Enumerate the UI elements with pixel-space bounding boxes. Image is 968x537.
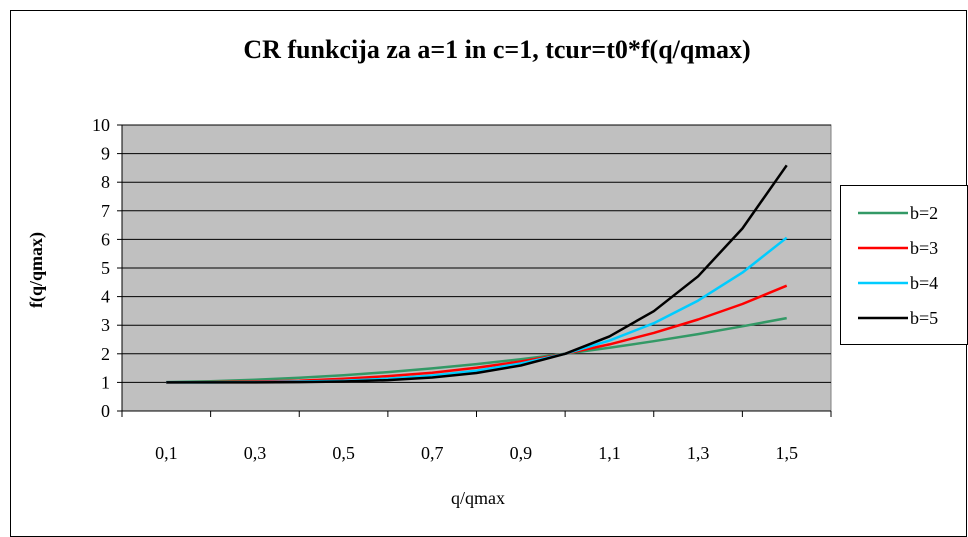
legend-label-3: b=4 <box>910 273 938 293</box>
series-line-1 <box>166 316 787 384</box>
chart-title: CR funkcija za a=1 in c=1, tcur=t0*f(q/q… <box>243 35 750 64</box>
x-tick-label: 0,5 <box>332 443 355 463</box>
y-tick-label: 6 <box>101 229 110 249</box>
y-tick-label: 8 <box>101 172 110 192</box>
x-tick-label: 1,5 <box>775 443 798 463</box>
y-tick-label: 7 <box>101 201 110 221</box>
x-tick-label: 0,7 <box>421 443 444 463</box>
y-axis-tick-labels: 0 1 2 3 4 5 6 7 8 9 10 <box>92 115 110 421</box>
y-tick-label: 2 <box>101 344 110 364</box>
legend-box <box>840 185 968 345</box>
y-tick-label: 10 <box>92 115 110 135</box>
gridlines <box>122 124 831 383</box>
x-axis-tick-labels: 0,1 0,3 0,5 0,7 0,9 1,1 1,3 1,5 <box>155 443 798 463</box>
legend-label-2: b=3 <box>910 238 938 258</box>
x-tick-label: 0,9 <box>510 443 533 463</box>
legend-label-4: b=5 <box>910 308 938 328</box>
series-lines <box>166 164 788 384</box>
y-tick-label: 4 <box>101 287 110 307</box>
axes <box>117 124 832 417</box>
legend: b=2 b=3 b=4 b=5 <box>858 203 938 328</box>
y-tick-label: 9 <box>101 144 110 164</box>
y-tick-label: 0 <box>101 401 110 421</box>
y-tick-label: 3 <box>101 315 110 335</box>
y-tick-label: 1 <box>101 372 110 392</box>
y-axis-title: f(q/qmax) <box>26 232 47 308</box>
legend-label-1: b=2 <box>910 203 938 223</box>
series-line-4 <box>166 164 788 384</box>
x-tick-label: 1,3 <box>687 443 710 463</box>
x-tick-label: 0,3 <box>244 443 267 463</box>
y-tick-label: 5 <box>101 258 110 278</box>
x-tick-label: 1,1 <box>598 443 621 463</box>
x-tick-label: 0,1 <box>155 443 178 463</box>
x-axis-title: q/qmax <box>451 488 505 508</box>
